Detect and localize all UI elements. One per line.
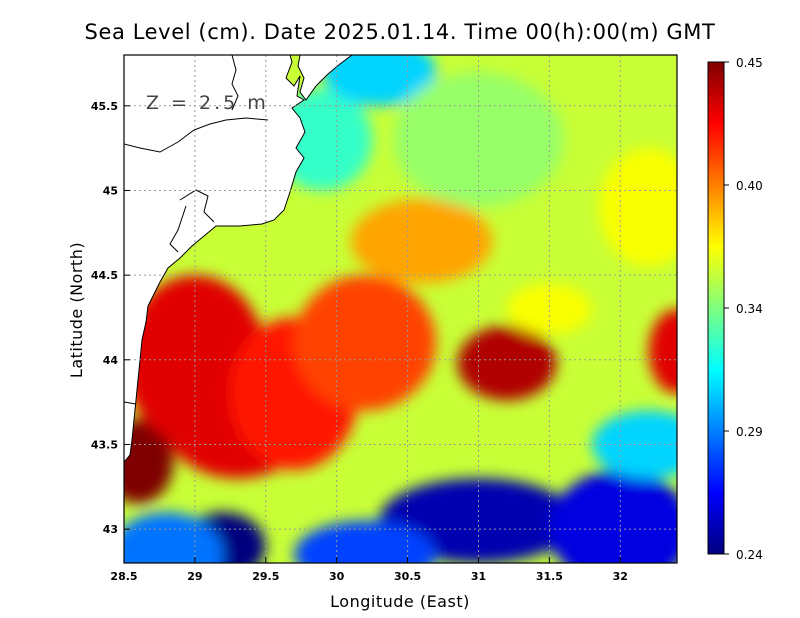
x-axis-label: Longitude (East) <box>330 592 470 611</box>
y-axis-ticks: 43 43.5 44 44.5 45 45.5 <box>91 100 130 536</box>
field-feature <box>648 309 677 394</box>
x-tick-label: 29.5 <box>252 570 279 583</box>
field-feature <box>322 55 436 106</box>
field-feature <box>591 410 677 479</box>
x-axis-ticks: 28.5 29 29.5 30 30.5 31 31.5 32 <box>110 557 628 583</box>
field-feature <box>506 283 592 335</box>
chart-title: Sea Level (cm). Date 2025.01.14. Time 00… <box>85 20 716 44</box>
colorbar-gradient <box>707 61 725 555</box>
y-axis-label: Latitude (North) <box>67 242 86 378</box>
depth-annotation: Z = 2.5 m <box>146 92 269 114</box>
field-feature <box>294 275 436 411</box>
y-tick-label: 44 <box>103 354 119 367</box>
y-tick-label: 43.5 <box>91 438 118 451</box>
field-feature <box>124 419 174 504</box>
x-tick-label: 31.5 <box>536 570 563 583</box>
colorbar-tick-label: 0.40 <box>736 179 763 193</box>
x-tick-label: 32 <box>613 570 628 583</box>
colorbar-tick-label: 0.24 <box>736 548 763 562</box>
colorbar-tick-label: 0.29 <box>736 425 763 439</box>
heatmap-field <box>124 55 677 563</box>
field-feature <box>549 469 677 563</box>
plot-frame <box>123 54 678 564</box>
land-mask <box>124 55 353 463</box>
grid-lines <box>124 55 677 563</box>
coastline-land <box>124 55 306 463</box>
y-tick-label: 45 <box>103 184 118 197</box>
field-feature <box>457 325 557 401</box>
field-feature <box>393 71 564 208</box>
colorbar: 0.45 0.40 0.34 0.29 0.24 <box>707 56 763 562</box>
colorbar-tick-label: 0.45 <box>736 56 763 70</box>
y-tick-label: 43 <box>103 523 118 536</box>
field-feature <box>350 198 493 284</box>
field-feature <box>599 148 677 267</box>
field-feature <box>124 512 224 563</box>
coastline-detail <box>124 55 269 405</box>
x-tick-label: 31 <box>471 570 486 583</box>
field-feature <box>294 520 436 563</box>
x-tick-label: 29 <box>187 570 202 583</box>
x-tick-label: 30 <box>329 570 345 583</box>
colorbar-tick-label: 0.34 <box>736 302 763 316</box>
x-tick-label: 28.5 <box>110 570 137 583</box>
y-tick-label: 44.5 <box>91 269 118 282</box>
coastline-island <box>297 55 353 101</box>
x-tick-label: 30.5 <box>394 570 421 583</box>
y-tick-label: 45.5 <box>91 100 118 113</box>
